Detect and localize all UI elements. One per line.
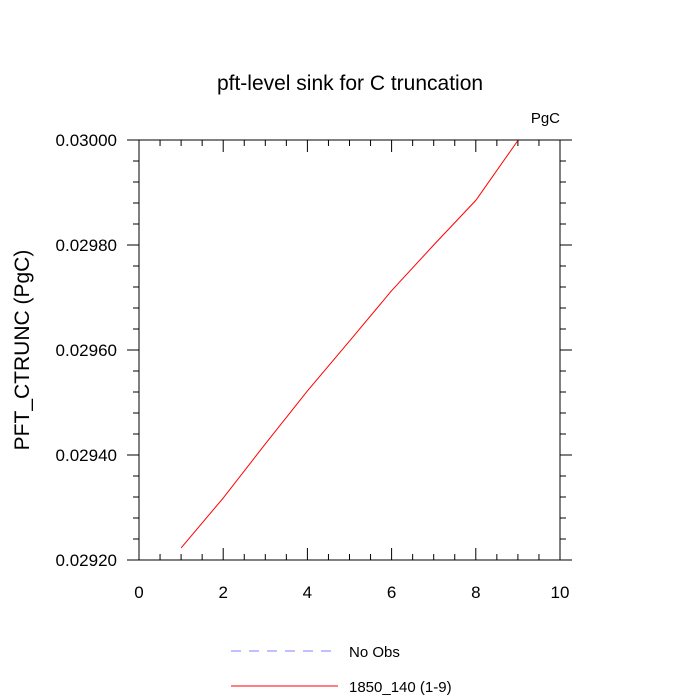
- chart-title: pft-level sink for C truncation: [217, 72, 483, 95]
- y-tick-label: 0.02920: [56, 551, 117, 570]
- series-line: [180, 140, 519, 549]
- x-tick-labels: 0 2 4 6 8 10: [134, 583, 569, 602]
- y-tick-label: 0.02960: [56, 341, 117, 360]
- x-tick-label: 8: [471, 583, 480, 602]
- plot-frame: [138, 139, 561, 561]
- x-tick-label: 2: [218, 583, 227, 602]
- units-label: PgC: [531, 110, 560, 127]
- series-lines: [180, 140, 519, 549]
- x-tick-label: 0: [134, 583, 143, 602]
- y-tick-labels: 0.02920 0.02940 0.02960 0.02980 0.03000: [56, 131, 117, 570]
- y-axis-label: PFT_CTRUNC (PgC): [11, 250, 34, 451]
- legend: No Obs 1850_140 (1-9): [231, 644, 452, 696]
- y-tick-label: 0.02980: [56, 236, 117, 255]
- y-tick-label: 0.03000: [56, 131, 117, 150]
- axis-ticks: [127, 139, 572, 561]
- x-tick-label: 4: [303, 583, 312, 602]
- legend-label: No Obs: [349, 644, 400, 661]
- legend-label: 1850_140 (1-9): [349, 679, 452, 696]
- x-tick-label: 6: [387, 583, 396, 602]
- y-tick-label: 0.02940: [56, 446, 117, 465]
- x-tick-label: 10: [551, 583, 570, 602]
